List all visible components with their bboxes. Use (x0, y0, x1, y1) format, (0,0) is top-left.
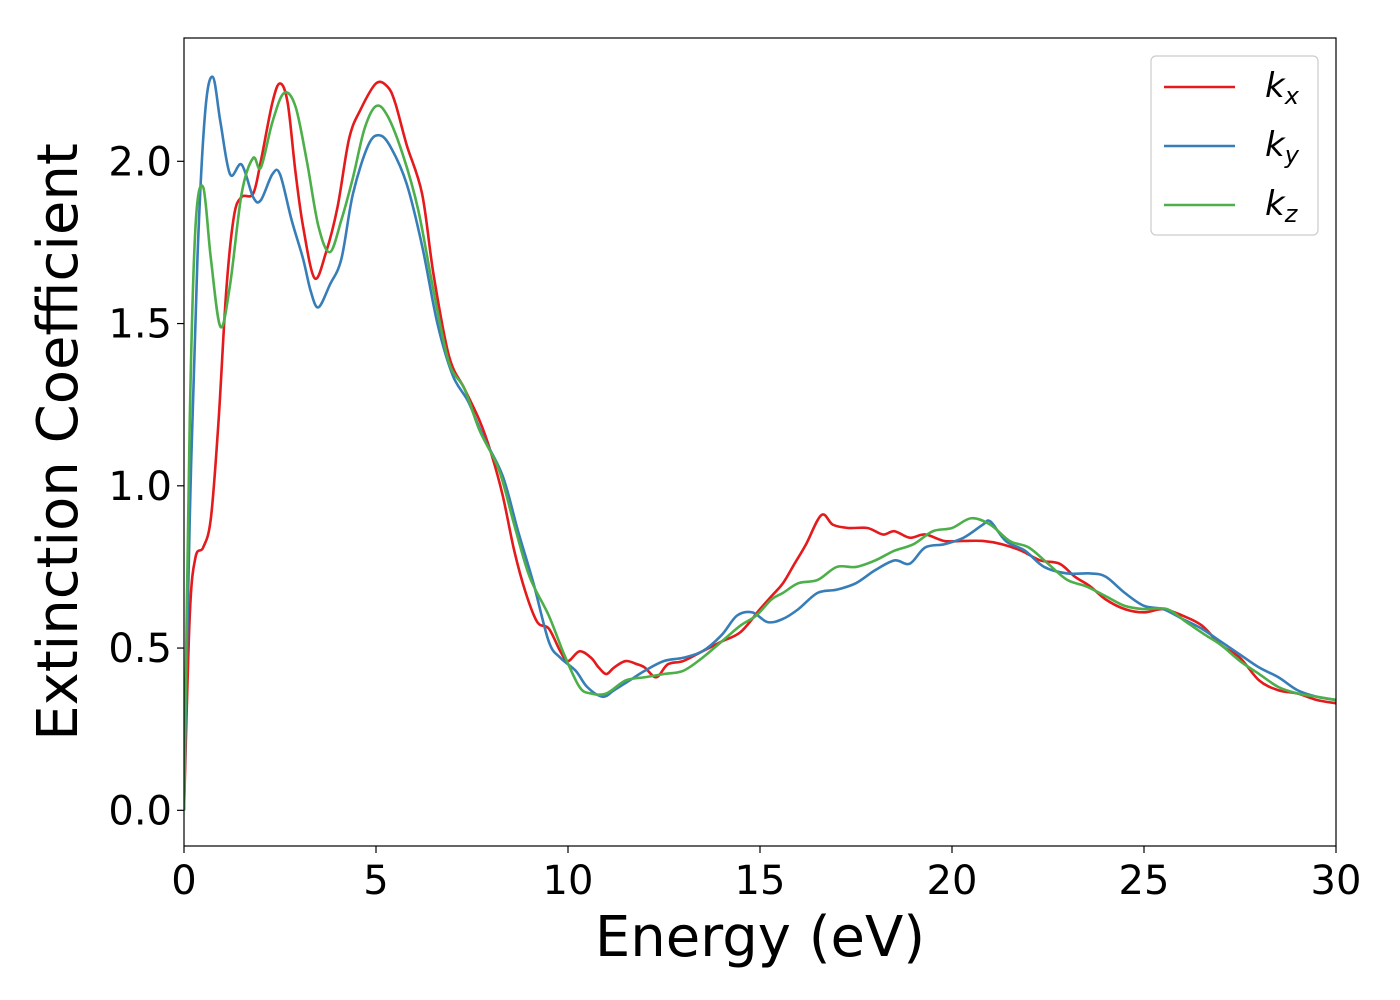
y-axis-title: Extinction Coefficient (26, 143, 91, 741)
x-tick-label: 25 (1119, 858, 1170, 904)
x-tick-label: 5 (363, 858, 388, 904)
x-tick-label: 10 (543, 858, 594, 904)
series-line-kx (184, 80, 1336, 811)
legend: kx ky kz (1150, 55, 1319, 236)
x-tick-label: 20 (927, 858, 978, 904)
x-tick-label: 0 (171, 858, 196, 904)
legend-label-ky: ky (1265, 125, 1300, 169)
plot-area-frame (183, 37, 1337, 847)
series-line-kz (184, 91, 1336, 811)
y-tick-label: 1.5 (108, 302, 172, 348)
series-line-ky (184, 75, 1336, 811)
legend-label-kz: kz (1265, 184, 1299, 228)
y-tick-label: 0.5 (108, 626, 172, 672)
y-tick-label: 1.0 (108, 464, 172, 510)
y-tick-label: 2.0 (108, 139, 172, 185)
x-axis-title: Energy (eV) (595, 905, 925, 970)
legend-label-kx: kx (1265, 66, 1300, 110)
x-tick-label: 15 (735, 858, 786, 904)
y-tick-label: 0.0 (108, 788, 172, 834)
x-tick-label: 30 (1311, 858, 1362, 904)
